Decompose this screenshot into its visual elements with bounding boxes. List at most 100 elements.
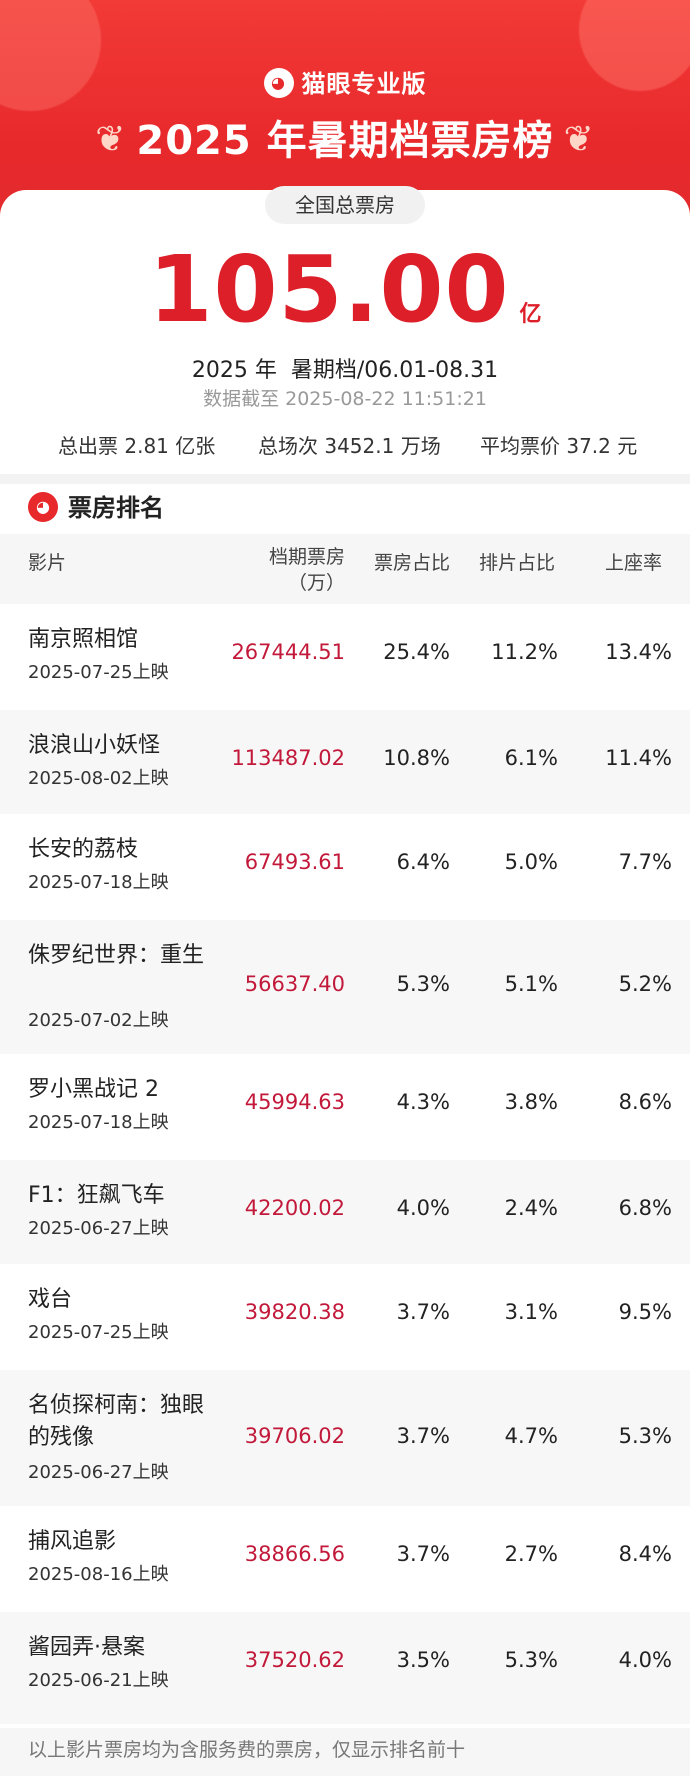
occupancy: 9.5% <box>618 1300 672 1324</box>
box-office: 113487.02 <box>231 746 345 770</box>
box-share: 3.7% <box>396 1542 450 1566</box>
col-box-share: 票房占比 <box>373 552 450 574</box>
screen-share: 2.4% <box>504 1196 558 1220</box>
page-title-wrap: ❦ 2025 年暑期档票房榜 ❦ <box>0 108 690 166</box>
box-share: 4.3% <box>396 1090 450 1114</box>
occupancy: 7.7% <box>618 850 672 874</box>
film-name: 名侦探柯南：独眼的残像 <box>28 1393 205 1450</box>
release-date: 2025-07-25上映 <box>28 1322 169 1343</box>
stat-avg-price: 平均票价 37.2 元 <box>480 434 638 458</box>
table-row[interactable]: 长安的荔枝 2025-07-18上映 67493.61 6.4% 5.0% 7.… <box>0 814 690 920</box>
col-screen-share: 排片占比 <box>478 552 555 574</box>
cat-rank-icon: ◕ <box>28 492 58 522</box>
occupancy: 4.0% <box>618 1648 672 1672</box>
stat-tickets: 总出票 2.81 亿张 <box>58 434 216 458</box>
table-row[interactable]: 捕风追影 2025-08-16上映 38866.56 3.7% 2.7% 8.4… <box>0 1506 690 1612</box>
table-row[interactable]: 南京照相馆 2025-07-25上映 267444.51 25.4% 11.2%… <box>0 604 690 710</box>
screen-share: 3.8% <box>504 1090 558 1114</box>
col-box: 档期票房 （万） <box>268 546 345 594</box>
box-office: 56637.40 <box>244 972 345 996</box>
table-row[interactable]: 侏罗纪世界：重生 2025-07-02上映 56637.40 5.3% 5.1%… <box>0 920 690 1054</box>
film-name: 侏罗纪世界：重生 <box>28 943 205 968</box>
section-divider <box>0 474 690 484</box>
film-name: 南京照相馆 <box>28 627 139 652</box>
release-date: 2025-07-18上映 <box>28 872 169 893</box>
box-share: 6.4% <box>396 850 450 874</box>
laurel-left-icon: ❦ <box>95 118 127 160</box>
box-office: 39706.02 <box>244 1424 345 1448</box>
box-office: 267444.51 <box>231 640 345 664</box>
box-share: 3.7% <box>396 1300 450 1324</box>
total-unit: 亿 <box>519 302 542 327</box>
release-date: 2025-07-25上映 <box>28 662 169 683</box>
laurel-right-icon: ❦ <box>563 118 595 160</box>
col-film: 影片 <box>28 552 67 574</box>
release-date: 2025-08-16上映 <box>28 1564 169 1585</box>
occupancy: 8.6% <box>618 1090 672 1114</box>
ranking-title: 票房排名 <box>68 494 164 522</box>
footer-note: 以上影片票房均为含服务费的票房，仅显示排名前十 <box>0 1728 690 1776</box>
box-share: 4.0% <box>396 1196 450 1220</box>
screen-share: 11.2% <box>491 640 558 664</box>
screen-share: 4.7% <box>504 1424 558 1448</box>
occupancy: 11.4% <box>605 746 672 770</box>
screen-share: 6.1% <box>504 746 558 770</box>
box-share: 3.7% <box>396 1424 450 1448</box>
screen-share: 5.3% <box>504 1648 558 1672</box>
screen-share: 5.0% <box>504 850 558 874</box>
period-range: 暑期档/06.01-08.31 <box>290 358 499 383</box>
release-date: 2025-06-27上映 <box>28 1462 169 1483</box>
screen-share: 5.1% <box>504 972 558 996</box>
film-name: 长安的荔枝 <box>28 837 139 862</box>
table-row[interactable]: 浪浪山小妖怪 2025-08-02上映 113487.02 10.8% 6.1%… <box>0 710 690 814</box>
total-box-office: 105.00 亿 <box>0 236 690 343</box>
box-office: 37520.62 <box>244 1648 345 1672</box>
film-name: 酱园弄·悬案 <box>28 1635 145 1660</box>
film-name: 捕风追影 <box>28 1529 117 1554</box>
stat-shows: 总场次 3452.1 万场 <box>258 434 441 458</box>
box-office: 67493.61 <box>244 850 345 874</box>
occupancy: 5.3% <box>618 1424 672 1448</box>
film-name: F1：狂飙飞车 <box>28 1183 165 1208</box>
release-date: 2025-07-18上映 <box>28 1112 169 1133</box>
table-row[interactable]: 罗小黑战记 2 2025-07-18上映 45994.63 4.3% 3.8% … <box>0 1054 690 1160</box>
film-name: 罗小黑战记 2 <box>28 1077 159 1102</box>
occupancy: 6.8% <box>618 1196 672 1220</box>
release-date: 2025-06-27上映 <box>28 1218 169 1239</box>
page-title: 2025 年暑期档票房榜 <box>136 118 554 164</box>
col-occupancy: 上座率 <box>604 552 662 574</box>
release-date: 2025-06-21上映 <box>28 1670 169 1691</box>
occupancy: 5.2% <box>618 972 672 996</box>
box-office: 39820.38 <box>244 1300 345 1324</box>
box-office: 38866.56 <box>244 1542 345 1566</box>
table-row[interactable]: 名侦探柯南：独眼的残像 2025-06-27上映 39706.02 3.7% 4… <box>0 1370 690 1506</box>
summary-stats: 总出票 2.81 亿张 总场次 3452.1 万场 平均票价 37.2 元 <box>0 424 690 464</box>
period-info: 2025 年暑期档/06.01-08.31 <box>0 352 690 384</box>
box-share: 3.5% <box>396 1648 450 1672</box>
box-share: 5.3% <box>396 972 450 996</box>
screen-share: 2.7% <box>504 1542 558 1566</box>
table-header: 影片 档期票房 （万） 票房占比 排片占比 上座率 <box>0 534 690 604</box>
occupancy: 13.4% <box>605 640 672 664</box>
box-share: 25.4% <box>383 640 450 664</box>
box-share: 10.8% <box>383 746 450 770</box>
ranking-heading: ◕ 票房排名 <box>28 488 164 528</box>
total-value: 105.00 <box>148 236 510 343</box>
total-box-office-label: 全国总票房 <box>265 186 425 224</box>
box-office: 42200.02 <box>244 1196 345 1220</box>
period-year: 2025 年 <box>191 358 277 383</box>
table-row[interactable]: 酱园弄·悬案 2025-06-21上映 37520.62 3.5% 5.3% 4… <box>0 1612 690 1724</box>
box-office: 45994.63 <box>244 1090 345 1114</box>
screen-share: 3.1% <box>504 1300 558 1324</box>
release-date: 2025-07-02上映 <box>28 1010 169 1031</box>
occupancy: 8.4% <box>618 1542 672 1566</box>
brand-name: 猫眼专业版 <box>301 70 427 98</box>
brand-logo: ◕ 猫眼专业版 <box>0 64 690 100</box>
cat-logo-icon: ◕ <box>263 68 294 98</box>
release-date: 2025-08-02上映 <box>28 768 169 789</box>
table-row[interactable]: F1：狂飙飞车 2025-06-27上映 42200.02 4.0% 2.4% … <box>0 1160 690 1264</box>
film-name: 戏台 <box>28 1287 73 1312</box>
table-row[interactable]: 戏台 2025-07-25上映 39820.38 3.7% 3.1% 9.5% <box>0 1264 690 1370</box>
update-time: 数据截至 2025-08-22 11:51:21 <box>203 388 487 410</box>
film-name: 浪浪山小妖怪 <box>28 733 161 758</box>
